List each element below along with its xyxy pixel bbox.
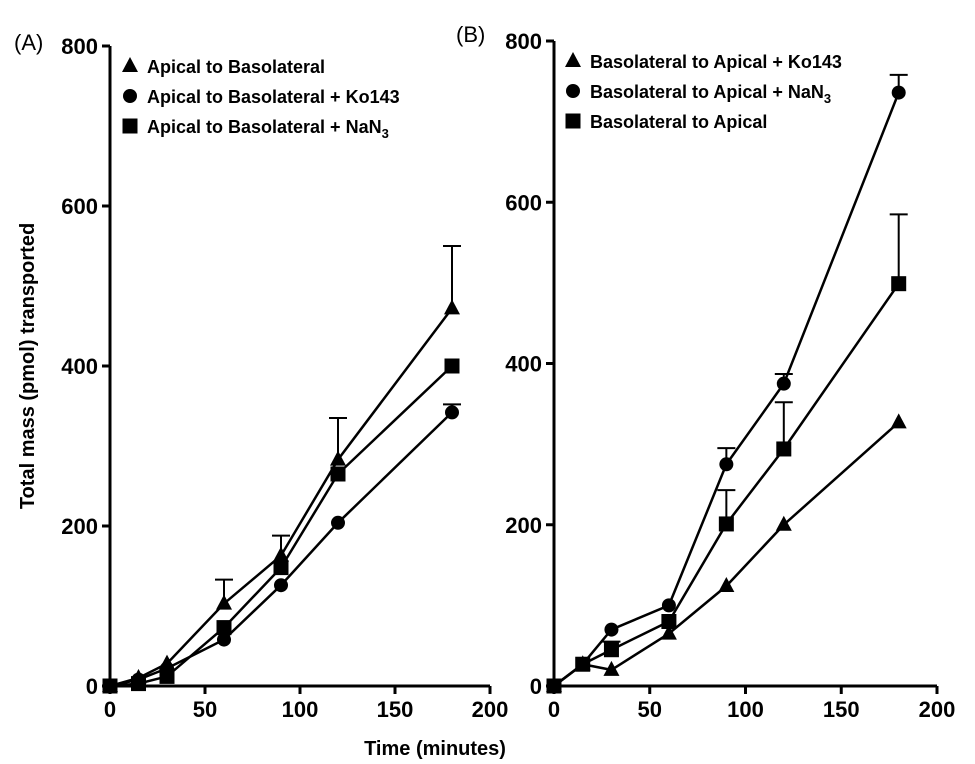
data-point	[330, 466, 346, 482]
series-line	[553, 92, 900, 687]
data-point	[273, 546, 289, 562]
x-tick-label: 0	[104, 697, 116, 722]
series-line	[109, 365, 453, 688]
legend-marker	[566, 84, 580, 98]
data-point	[575, 656, 591, 672]
y-tick-label: 0	[86, 674, 98, 699]
x-tick-label: 0	[548, 697, 560, 722]
data-point	[444, 299, 460, 315]
data-point	[216, 594, 232, 610]
x-tick-label: 200	[472, 697, 509, 722]
series-3	[546, 213, 908, 694]
data-point	[891, 276, 907, 292]
legend-label: Basolateral to Apical + NaN3	[590, 82, 831, 106]
panel-a-chart: (A) 0 200 400 600 800 0 50 100 150 200 Apical to Ba…	[14, 30, 508, 722]
legend-label: Basolateral to Apical + Ko143	[590, 52, 842, 72]
data-point	[445, 405, 459, 420]
legend-marker	[122, 57, 138, 72]
data-point	[775, 515, 792, 531]
y-tick-label: 800	[505, 29, 542, 54]
legend-label: Basolateral to Apical	[590, 112, 767, 132]
legend-label: Apical to Basolateral + NaN3	[147, 117, 389, 141]
legend-marker	[122, 118, 138, 134]
data-point	[890, 413, 907, 429]
legend-label-subscript: 3	[824, 91, 831, 106]
series-3	[102, 358, 460, 694]
data-point	[131, 676, 146, 692]
data-point	[718, 577, 735, 593]
y-tick-label: 400	[505, 352, 542, 377]
x-tick-label: 100	[727, 697, 764, 722]
data-point	[660, 624, 677, 640]
y-tick-label: 200	[61, 514, 98, 539]
legend-marker	[565, 52, 581, 67]
data-point	[102, 678, 118, 694]
legend-marker	[565, 113, 581, 129]
y-tick-label: 800	[61, 34, 98, 59]
x-tick-label: 200	[919, 697, 956, 722]
panel-label: (B)	[456, 22, 485, 47]
data-point	[719, 457, 734, 472]
series-line	[109, 307, 453, 688]
data-point	[444, 358, 460, 374]
series-2	[547, 73, 908, 693]
y-tick-label: 0	[530, 674, 542, 699]
y-tick-label: 200	[505, 513, 542, 538]
data-point	[603, 660, 620, 676]
panel-b-chart: (B) 0 200 400 600 800 0 50 100 150 200 Basolateral …	[456, 22, 955, 722]
data-point	[718, 516, 734, 532]
data-point	[661, 598, 676, 613]
data-point	[891, 85, 906, 100]
legend-label: Apical to Basolateral	[147, 57, 325, 77]
data-point	[159, 668, 175, 684]
data-point	[331, 515, 345, 530]
data-point	[330, 450, 346, 466]
data-point	[273, 560, 289, 576]
x-tick-label: 150	[823, 697, 860, 722]
data-point	[604, 622, 619, 637]
data-point	[216, 620, 232, 636]
y-axis-label: Total mass (pmol) transported	[17, 223, 39, 509]
data-point	[776, 441, 792, 457]
x-axis-label: Time (minutes)	[364, 738, 506, 760]
data-point	[776, 376, 791, 391]
x-tick-label: 50	[193, 697, 217, 722]
series-1	[102, 245, 461, 692]
data-point	[661, 614, 677, 629]
data-point	[274, 578, 288, 593]
panel-label: (A)	[14, 30, 43, 55]
x-tick-label: 100	[282, 697, 319, 722]
y-tick-label: 600	[505, 190, 542, 215]
y-tick-label: 600	[61, 194, 98, 219]
legend-label-subscript: 3	[382, 126, 389, 141]
x-tick-label: 50	[638, 697, 662, 722]
legend-marker	[123, 89, 137, 103]
data-point	[603, 642, 619, 658]
y-tick-label: 400	[61, 354, 98, 379]
data-point	[217, 632, 231, 647]
x-tick-label: 150	[377, 697, 414, 722]
legend-label: Apical to Basolateral + Ko143	[147, 87, 400, 107]
data-point	[546, 678, 562, 694]
